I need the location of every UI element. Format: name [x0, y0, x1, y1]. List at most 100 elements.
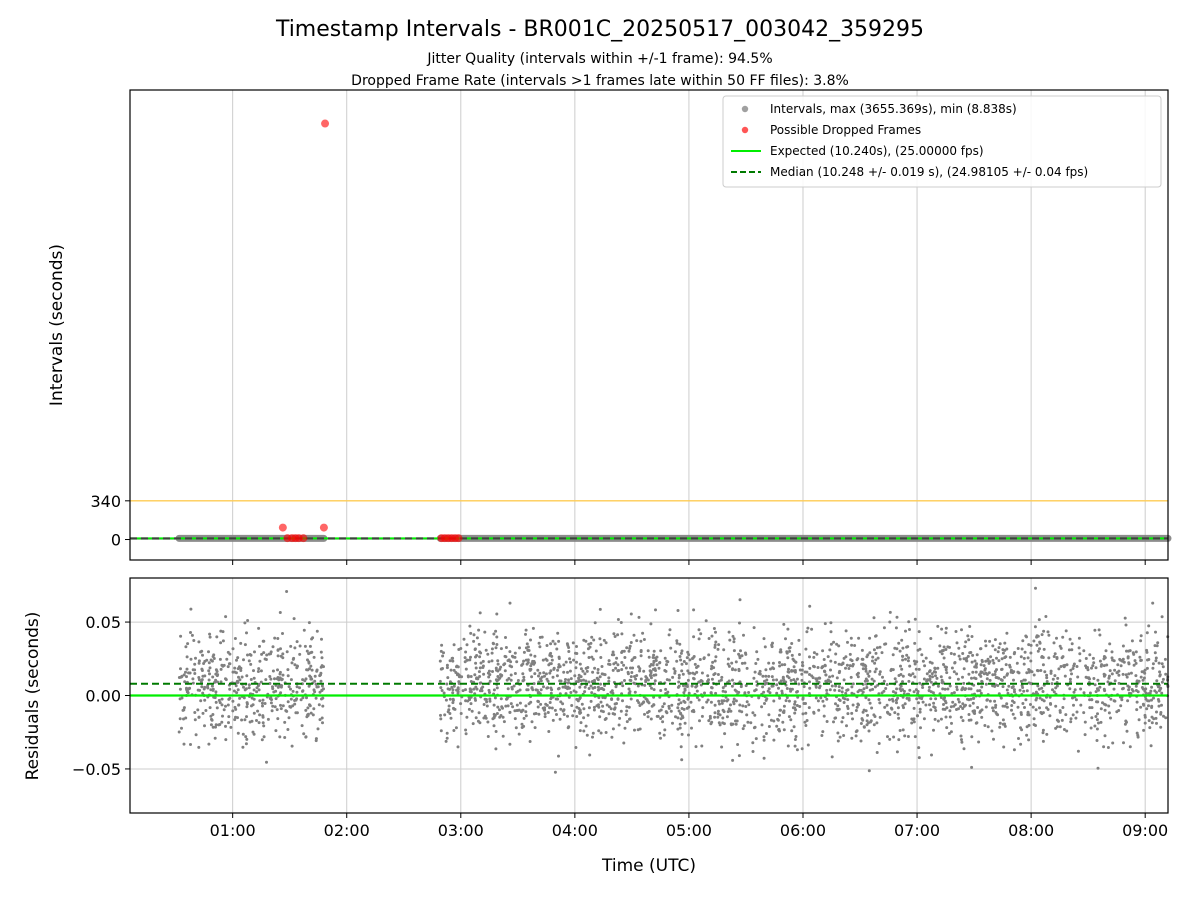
- residual-point: [200, 649, 204, 653]
- dropped-frame-point: [319, 523, 328, 532]
- residual-point: [569, 677, 573, 681]
- residual-point: [201, 674, 205, 678]
- residual-point: [317, 703, 321, 707]
- residual-point: [980, 708, 984, 712]
- residual-point: [744, 684, 748, 688]
- residual-point: [639, 654, 643, 658]
- residual-point: [949, 730, 953, 734]
- residual-point: [752, 676, 756, 680]
- residual-point: [219, 641, 223, 645]
- residual-point: [281, 652, 285, 656]
- residual-point: [464, 688, 467, 692]
- residual-point: [287, 716, 291, 720]
- residual-point: [536, 699, 540, 703]
- residual-point: [445, 736, 449, 740]
- residual-point: [625, 709, 629, 713]
- residual-point: [592, 705, 596, 709]
- residual-point: [643, 683, 647, 687]
- residual-point: [801, 712, 805, 716]
- residual-point: [217, 723, 221, 727]
- residual-point: [1039, 711, 1043, 714]
- residual-point: [882, 626, 886, 630]
- residual-point: [597, 705, 601, 709]
- residual-point: [1112, 687, 1116, 691]
- residual-point: [439, 649, 443, 653]
- residual-point: [966, 697, 969, 701]
- residual-point: [1164, 672, 1168, 676]
- residual-point: [318, 718, 322, 722]
- residual-point: [845, 724, 848, 728]
- residual-point: [812, 664, 815, 668]
- residual-point: [617, 669, 621, 672]
- residual-point: [214, 725, 217, 729]
- residual-point: [934, 709, 938, 712]
- residual-point: [646, 649, 650, 653]
- residual-point: [289, 687, 292, 691]
- residual-point: [846, 712, 850, 716]
- residual-point: [901, 646, 905, 650]
- residual-point: [900, 638, 904, 642]
- residual-point: [561, 702, 565, 706]
- residual-point: [1068, 637, 1072, 641]
- residual-point: [619, 621, 623, 624]
- residual-point: [1016, 670, 1020, 674]
- residual-point: [548, 701, 552, 704]
- residual-point: [449, 716, 453, 720]
- residual-point: [562, 663, 566, 667]
- residual-point: [621, 699, 624, 703]
- residual-point: [1031, 705, 1035, 709]
- legend-label-dropped: Possible Dropped Frames: [770, 123, 921, 137]
- residual-point: [246, 653, 249, 657]
- residual-point: [941, 687, 945, 691]
- residual-point: [513, 651, 517, 655]
- residual-point: [438, 659, 442, 663]
- residual-point: [1140, 686, 1144, 689]
- residual-point: [687, 733, 690, 737]
- residual-point: [1141, 678, 1145, 682]
- residual-point: [209, 723, 213, 727]
- residual-point: [869, 719, 873, 723]
- residual-point: [710, 720, 714, 724]
- residual-point: [1149, 744, 1153, 748]
- residual-point: [1052, 655, 1056, 658]
- residual-point: [536, 668, 540, 672]
- residual-point: [227, 721, 230, 725]
- residual-point: [658, 661, 662, 664]
- residual-point: [538, 645, 542, 649]
- residual-point: [725, 715, 729, 719]
- residual-point: [1090, 666, 1093, 670]
- residual-point: [604, 641, 608, 645]
- residual-point: [250, 696, 254, 700]
- residual-point: [917, 756, 921, 760]
- residual-point: [985, 677, 989, 681]
- residual-point: [548, 662, 552, 666]
- residual-point: [252, 676, 256, 680]
- residual-point: [714, 630, 717, 634]
- residual-point: [991, 658, 995, 662]
- residual-point: [553, 770, 557, 774]
- residual-point: [249, 678, 253, 681]
- residual-point: [600, 686, 604, 690]
- residual-point: [289, 705, 293, 709]
- residual-point: [1041, 690, 1045, 693]
- residual-point: [256, 709, 260, 713]
- residual-point: [494, 730, 498, 733]
- residual-point: [530, 720, 534, 724]
- residual-point: [763, 682, 767, 686]
- residual-point: [738, 656, 742, 660]
- residual-point: [1121, 672, 1125, 676]
- residual-point: [834, 684, 838, 688]
- residual-point: [643, 712, 646, 716]
- residual-point: [928, 703, 931, 707]
- residual-point: [599, 643, 603, 647]
- residual-point: [671, 675, 675, 679]
- residual-point: [736, 743, 740, 746]
- residual-point: [238, 696, 242, 700]
- residual-point: [601, 696, 605, 699]
- residual-point: [538, 671, 542, 675]
- residual-point: [894, 626, 898, 630]
- residual-point: [1016, 647, 1020, 650]
- residual-point: [864, 709, 868, 713]
- residual-point: [529, 638, 532, 642]
- residual-point: [299, 698, 303, 702]
